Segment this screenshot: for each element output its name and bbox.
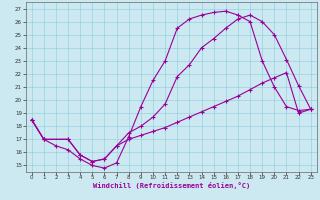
X-axis label: Windchill (Refroidissement éolien,°C): Windchill (Refroidissement éolien,°C) [92,182,250,189]
